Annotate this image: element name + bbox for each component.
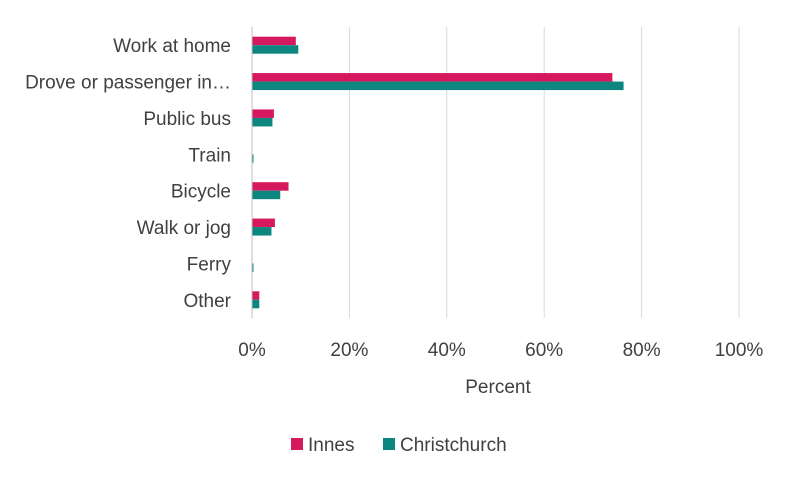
x-tick-label: 40%: [428, 340, 466, 361]
category-label: Ferry: [187, 254, 232, 275]
bar-christchurch-0: [252, 45, 299, 54]
bar-christchurch-3: [252, 154, 254, 163]
x-tick-label: 20%: [330, 340, 368, 361]
legend-swatch-christchurch: [383, 438, 395, 450]
bar-innes-4: [252, 182, 289, 191]
bar-christchurch-2: [252, 117, 273, 127]
x-tick-label: 80%: [623, 340, 661, 361]
legend-swatch-innes: [291, 438, 303, 450]
category-label: Walk or jog: [137, 218, 231, 239]
gridlines: [348, 27, 740, 318]
category-label: Bicycle: [171, 182, 231, 203]
bar-christchurch-6: [252, 263, 254, 272]
bar-innes-7: [252, 291, 260, 300]
bar-innes-2: [252, 109, 274, 118]
legend-label-innes: Innes: [308, 435, 354, 456]
bar-innes-5: [252, 218, 275, 228]
category-label: Other: [183, 291, 231, 312]
x-tick-label: 100%: [715, 340, 764, 361]
bars: [252, 36, 624, 309]
bar-christchurch-1: [252, 81, 624, 91]
x-tick-labels: 0% 20% 40% 60% 80% 100%: [238, 340, 763, 361]
legend-label-christchurch: Christchurch: [400, 435, 507, 456]
x-axis-title: Percent: [465, 377, 531, 398]
category-label: Drove or passenger in…: [25, 73, 231, 94]
bar-christchurch-7: [252, 299, 260, 309]
bar-innes-1: [252, 73, 613, 82]
bar-christchurch-4: [252, 190, 281, 200]
bar-innes-0: [252, 36, 296, 46]
legend: Innes Christchurch: [291, 435, 507, 456]
x-tick-label: 0%: [238, 340, 266, 361]
x-tick-label: 60%: [525, 340, 563, 361]
category-label: Train: [188, 145, 231, 166]
category-labels: Work at home Drove or passenger in… Public…: [25, 36, 232, 312]
bar-christchurch-5: [252, 227, 272, 236]
category-label: Public bus: [143, 109, 231, 130]
category-label: Work at home: [113, 36, 231, 57]
